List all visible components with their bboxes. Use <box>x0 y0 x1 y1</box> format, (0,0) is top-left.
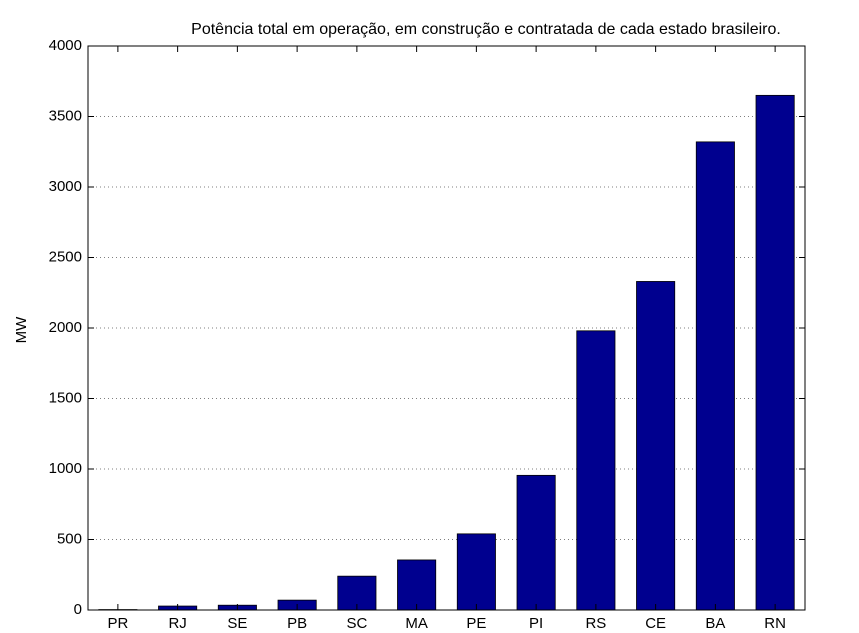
bar <box>576 330 616 611</box>
y-tick-label: 500 <box>57 530 82 547</box>
bar <box>456 533 496 611</box>
x-tick-label: CE <box>645 615 666 632</box>
y-tick-label: 2000 <box>49 319 82 336</box>
bar <box>636 281 676 611</box>
bar <box>516 474 556 611</box>
x-tick-label: PR <box>107 615 128 632</box>
x-tick-label: PB <box>287 615 307 632</box>
x-tick-label: PI <box>529 615 543 632</box>
bar <box>397 559 437 611</box>
bar <box>695 141 735 611</box>
y-tick-label: 3000 <box>49 178 82 195</box>
x-tick-label: SE <box>227 615 247 632</box>
bar <box>755 94 795 611</box>
y-axis-label: MW <box>13 316 30 343</box>
x-tick-label: MA <box>405 615 428 632</box>
y-tick-label: 3500 <box>49 107 82 124</box>
y-tick-label: 1000 <box>49 460 82 477</box>
x-tick-label: BA <box>705 615 725 632</box>
y-tick-label: 1500 <box>49 389 82 406</box>
chart-title: Potência total em operação, em construçã… <box>191 21 781 38</box>
x-tick-label: RJ <box>168 615 186 632</box>
y-tick-label: 4000 <box>49 37 82 54</box>
y-tick-label: 0 <box>74 601 82 618</box>
plot-frame <box>87 45 806 611</box>
x-tick-label: PE <box>466 615 486 632</box>
x-tick-label: SC <box>346 615 367 632</box>
x-tick-label: RS <box>585 615 606 632</box>
y-tick-label: 2500 <box>49 248 82 265</box>
x-tick-label: RN <box>764 615 786 632</box>
